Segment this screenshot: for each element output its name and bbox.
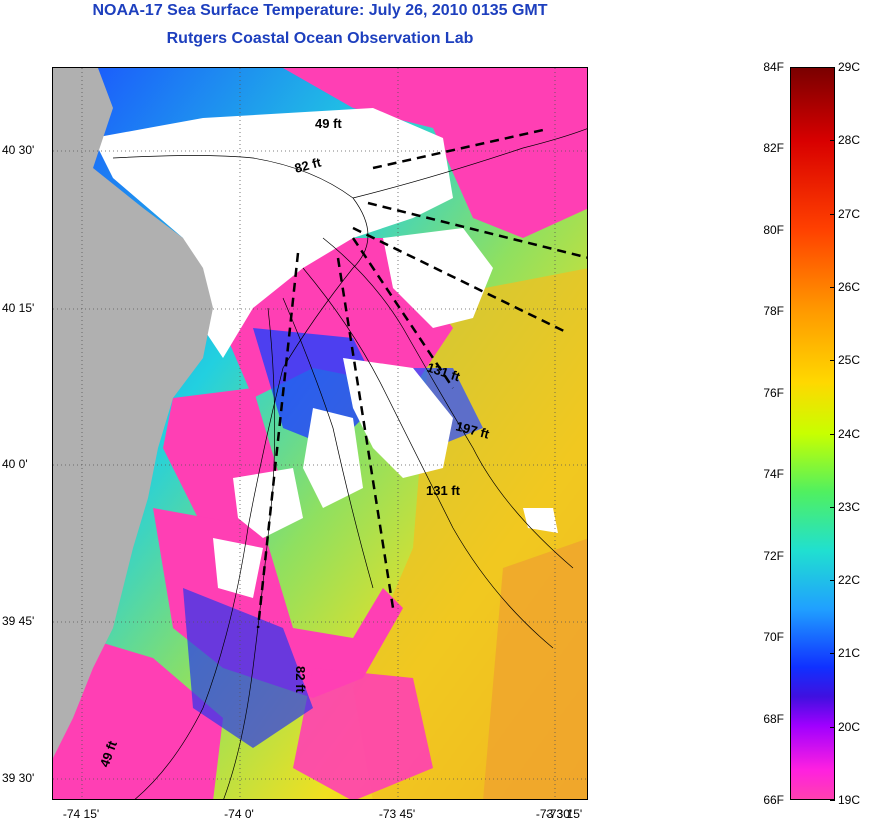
colorbar-fahrenheit-label: 80F (763, 222, 784, 237)
cloud-mask (233, 468, 303, 538)
land-area (53, 68, 213, 758)
depth-label: 82 ft (293, 154, 323, 176)
y-tick-label: 39 30' (2, 771, 35, 785)
y-tick-label: 39 45' (2, 614, 35, 628)
cloud-mask (93, 108, 453, 358)
x-tick-label: -74 0' (224, 807, 254, 821)
sst-map[interactable]: 49 ft 82 ft 131 ft 197 ft 131 ft 82 ft 4… (52, 67, 588, 800)
cold-water-area (53, 628, 223, 799)
colorbar-celsius-label: 25C (838, 353, 861, 368)
colorbar-fahrenheit-label: 70F (763, 630, 784, 645)
colorbar-celsius-label: 21C (838, 646, 861, 661)
colorbar-celsius-label: 22C (838, 573, 861, 588)
colorbar-tick (830, 800, 835, 801)
colorbar-tick (830, 286, 835, 288)
x-tick-label: -74 15' (62, 807, 100, 821)
graticule (53, 68, 587, 799)
colorbar-celsius-label: 27C (838, 206, 861, 221)
colorbar-tick (830, 360, 835, 362)
colorbar-celsius-label: 24C (838, 426, 861, 441)
colorbar-fahrenheit-label: 76F (763, 385, 784, 400)
colorbar-fahrenheit-label: 68F (763, 711, 784, 726)
x-tick-label: -73 30' (535, 807, 573, 821)
cloud-mask (303, 408, 363, 508)
y-tick-label: 40 0' (2, 457, 28, 471)
transect-lines (256, 128, 587, 629)
depth-label: 131 ft (426, 483, 461, 498)
colorbar-celsius-label: 20C (838, 719, 861, 734)
colorbar-tick (830, 506, 835, 508)
x-tick-label: -73 45' (378, 807, 416, 821)
colorbar-celsius-label: 19C (838, 793, 861, 807)
colorbar-tick (830, 140, 835, 142)
cold-water-area (283, 68, 587, 238)
colorbar-tick (830, 653, 835, 655)
map-title: NOAA-17 Sea Surface Temperature: July 26… (92, 2, 548, 19)
colorbar-fahrenheit-label: 66F (763, 793, 784, 807)
y-tick-label: 40 15' (2, 301, 35, 315)
warmest-water-area (483, 538, 587, 799)
cool-water-area (183, 588, 313, 748)
colorbar-tick (830, 67, 835, 68)
map-subtitle: Rutgers Coastal Ocean Observation Lab (166, 30, 474, 47)
colorbar-celsius-label: 23C (838, 499, 861, 514)
colorbar-fahrenheit-label: 82F (763, 141, 784, 156)
cloud-mask (383, 228, 493, 328)
colorbar-fahrenheit-label: 72F (763, 548, 784, 563)
colorbar-tick (830, 726, 835, 728)
sst-map-canvas: 49 ft 82 ft 131 ft 197 ft 131 ft 82 ft 4… (53, 68, 587, 799)
temperature-colorbar (790, 67, 835, 800)
colorbar-fahrenheit-label: 74F (763, 467, 784, 482)
colorbar-celsius-label: 28C (838, 133, 861, 148)
cloud-mask (523, 508, 558, 533)
colorbar-celsius-label: 26C (838, 279, 861, 294)
cloud-mask (213, 538, 263, 598)
x-tick-label: -73 15' (545, 807, 583, 821)
colorbar-tick (830, 433, 835, 435)
colorbar-celsius-label: 29C (838, 60, 861, 74)
colorbar-tick (830, 213, 835, 215)
depth-label: 49 ft (315, 116, 342, 131)
depth-label: 82 ft (293, 666, 308, 693)
colorbar-tick (830, 580, 835, 582)
colorbar-fahrenheit-label: 84F (763, 60, 784, 74)
y-tick-label: 40 30' (2, 143, 35, 157)
colorbar-fahrenheit-label: 78F (763, 304, 784, 319)
